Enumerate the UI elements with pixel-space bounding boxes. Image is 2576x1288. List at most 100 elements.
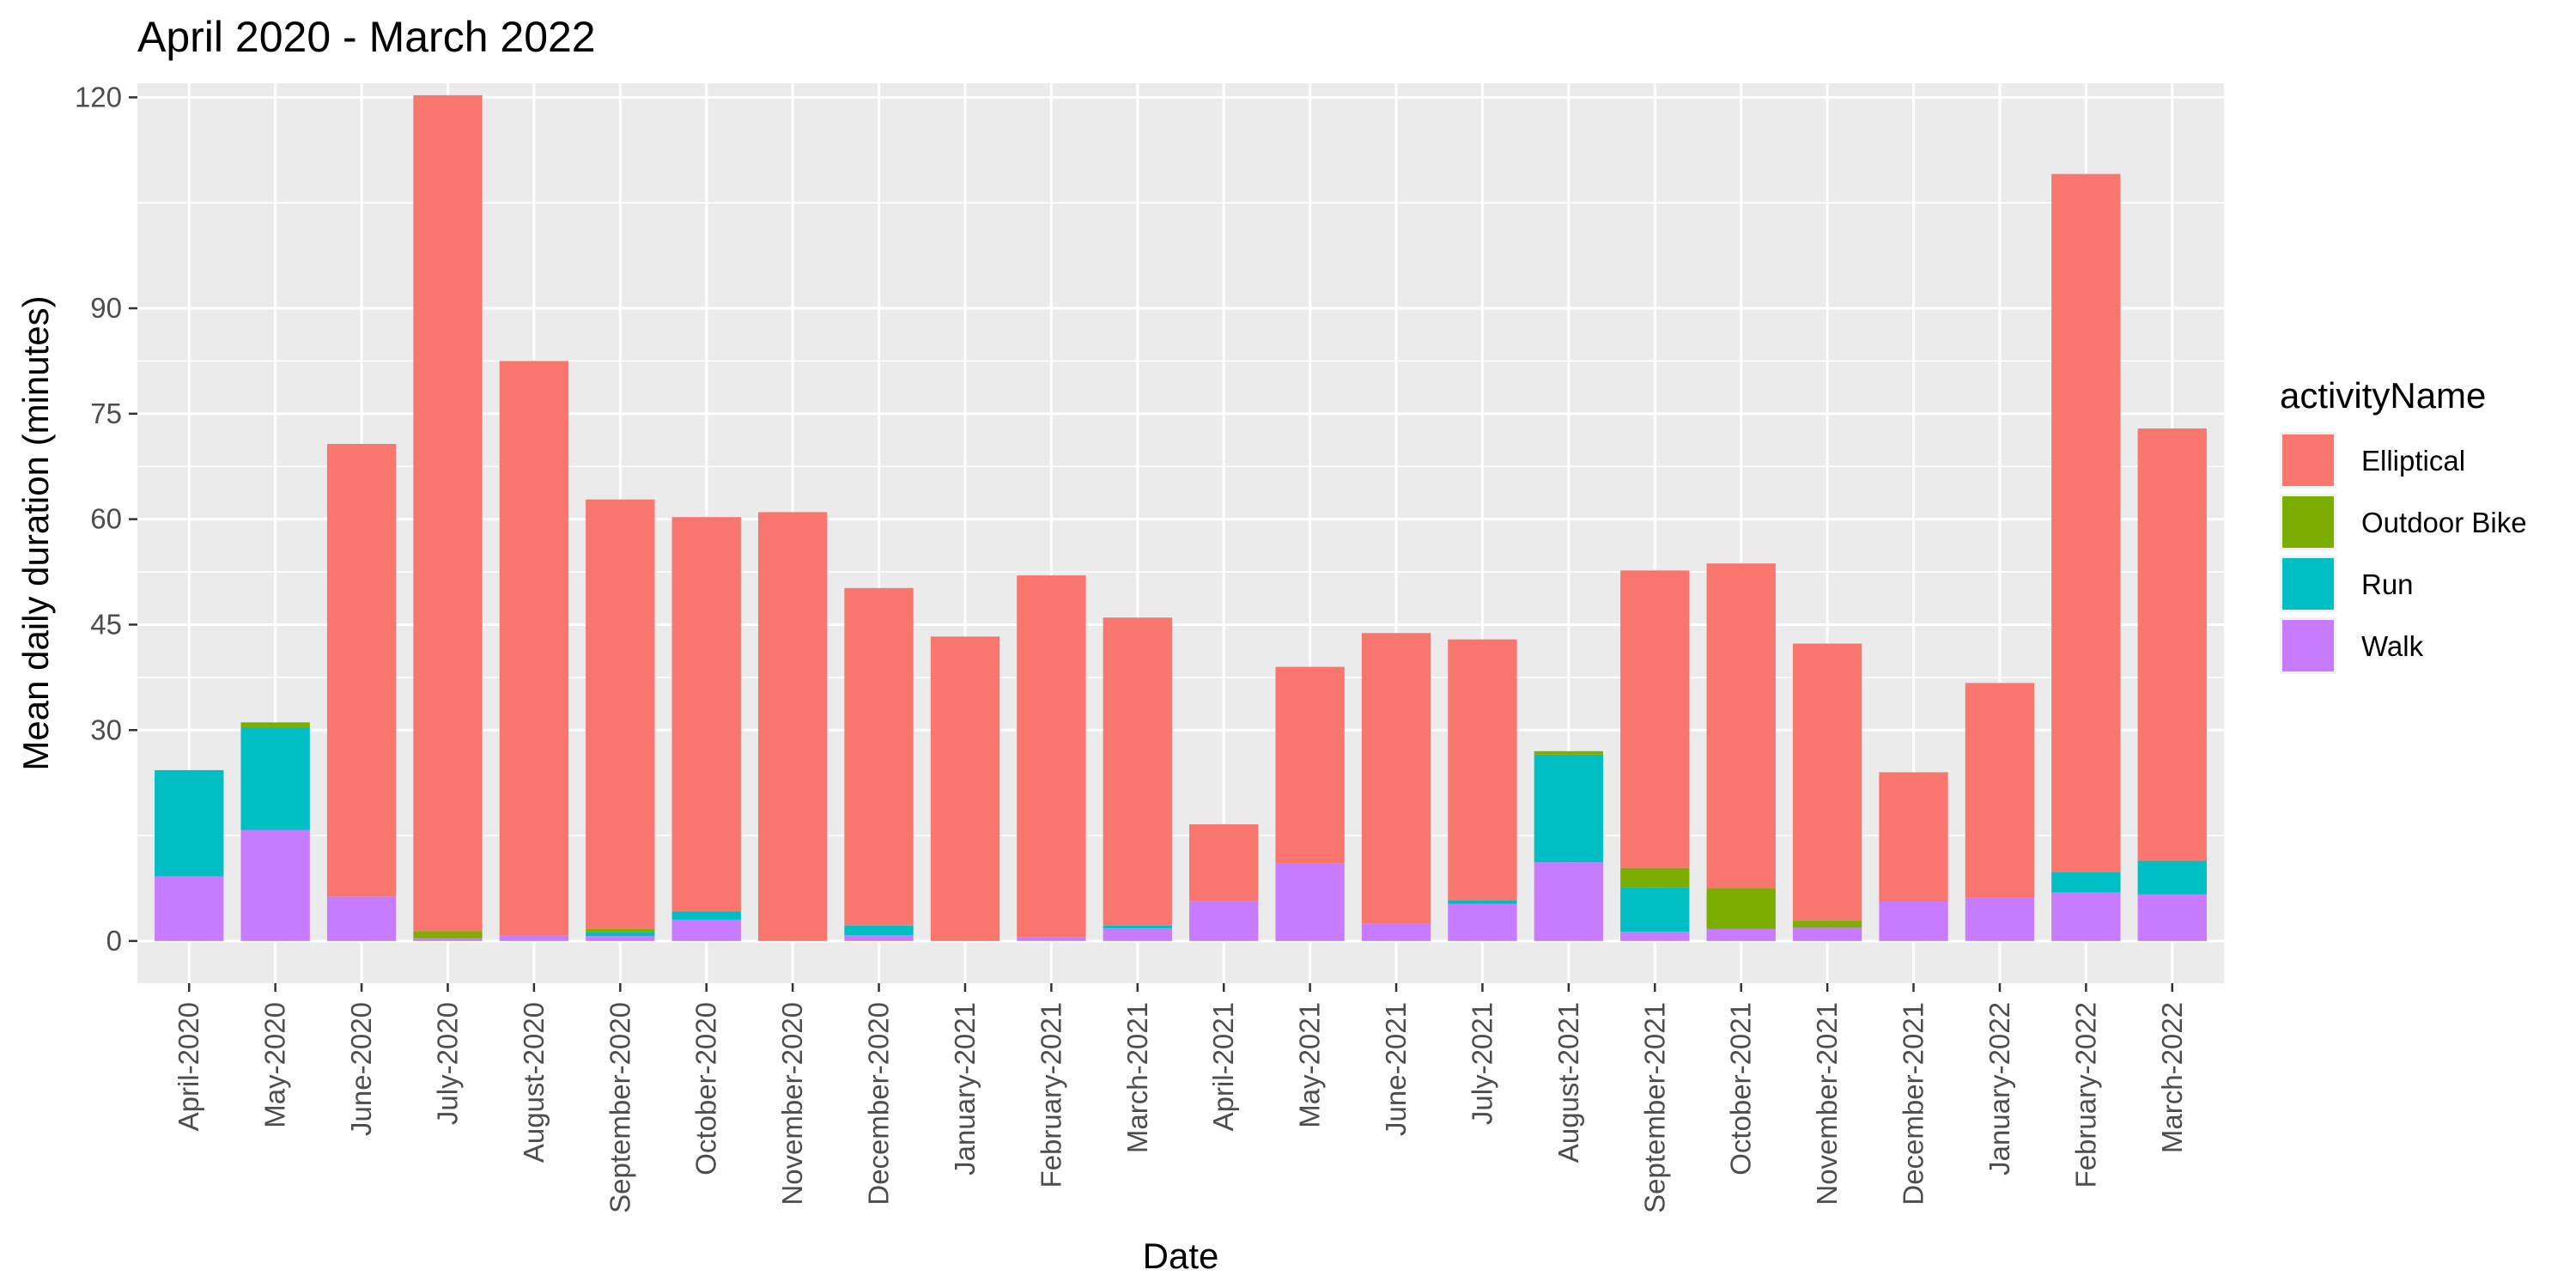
bar-segment-run — [1534, 754, 1604, 863]
legend-label: Walk — [2361, 630, 2424, 662]
bar-segment-elliptical — [1706, 563, 1776, 889]
bar-segment-elliptical — [1361, 633, 1431, 924]
bar-segment-elliptical — [586, 499, 655, 929]
bar-segment-run — [844, 925, 914, 936]
bar-segment-walk — [2051, 892, 2121, 941]
bar-segment-walk — [1017, 937, 1086, 941]
bar-segment-run — [1448, 900, 1517, 904]
bars — [155, 94, 2207, 941]
bar-segment-run — [671, 911, 741, 920]
x-tick-label: July-2021 — [1466, 1002, 1498, 1125]
legend-title: activityName — [2280, 375, 2486, 416]
bar-segment-walk — [2137, 894, 2207, 941]
bar-segment-elliptical — [1275, 666, 1345, 864]
x-tick-label: May-2020 — [259, 1002, 291, 1128]
bar-segment-run — [2137, 860, 2207, 895]
bar-segment-run — [2051, 872, 2121, 893]
x-tick-label: May-2021 — [1294, 1002, 1326, 1128]
bar-segment-walk — [586, 936, 655, 941]
x-tick-label: February-2022 — [2069, 1002, 2101, 1188]
bar-segment-walk — [1361, 923, 1431, 941]
bar-segment-elliptical — [1620, 570, 1690, 868]
legend-swatch-run — [2282, 558, 2334, 610]
x-tick-label: December-2021 — [1898, 1002, 1929, 1206]
bar-segment-elliptical — [1017, 575, 1086, 938]
legend-swatch-outdoor-bike — [2282, 496, 2334, 548]
x-tick-label: September-2020 — [604, 1002, 635, 1213]
x-tick-label: July-2020 — [431, 1002, 463, 1125]
legend-label: Outdoor Bike — [2361, 507, 2527, 538]
x-tick-label: November-2020 — [776, 1002, 808, 1206]
x-tick-label: January-2021 — [949, 1002, 981, 1176]
bar-segment-walk — [240, 829, 310, 941]
bar-segment-walk — [1448, 903, 1517, 941]
bar-segment-outdoor-bike — [1534, 750, 1604, 755]
bar-segment-elliptical — [1103, 617, 1172, 926]
bar-segment-elliptical — [844, 587, 914, 926]
bar-segment-elliptical — [1792, 643, 1862, 921]
bar-segment-run — [240, 726, 310, 830]
bar-segment-walk — [1965, 897, 2035, 941]
x-tick-label: January-2022 — [1984, 1002, 2015, 1176]
bar-segment-walk — [1534, 862, 1604, 941]
bar-segment-walk — [1620, 932, 1690, 941]
bar-segment-walk — [1103, 928, 1172, 941]
plot-panel — [137, 83, 2224, 983]
bar-segment-walk — [1189, 901, 1259, 941]
bar-segment-elliptical — [757, 512, 828, 941]
bar-segment-outdoor-bike — [413, 931, 483, 939]
bar-segment-elliptical — [2051, 173, 2121, 872]
bar-segment-walk — [1879, 902, 1948, 941]
x-tick-label: August-2021 — [1552, 1002, 1584, 1163]
legend-label: Run — [2361, 568, 2414, 600]
y-axis: 0 30 45 60 75 90 120 — [75, 81, 137, 957]
x-axis: April-2020 May-2020 June-2020 July-2020 Augu… — [173, 983, 2188, 1213]
x-tick-label: April-2021 — [1207, 1002, 1239, 1131]
y-tick-label: 45 — [90, 608, 122, 640]
bar-segment-walk — [1792, 927, 1862, 941]
x-tick-label: June-2020 — [345, 1002, 377, 1136]
bar-segment-walk — [671, 920, 741, 941]
bar-segment-outdoor-bike — [586, 928, 655, 933]
bar-segment-run — [155, 769, 224, 877]
y-axis-title: Mean daily duration (minutes) — [15, 295, 56, 770]
bar-segment-walk — [1706, 928, 1776, 941]
bar-segment-walk — [844, 935, 914, 941]
bar-segment-run — [586, 932, 655, 937]
bar-segment-elliptical — [1448, 639, 1517, 901]
bar-segment-elliptical — [930, 636, 1000, 941]
x-tick-label: October-2020 — [690, 1002, 722, 1176]
bar-segment-elliptical — [1965, 683, 2035, 898]
y-tick-label: 30 — [90, 714, 122, 745]
bar-segment-elliptical — [413, 94, 483, 932]
bar-segment-outdoor-bike — [240, 722, 310, 727]
legend: activityName Elliptical Outdoor Bike Run Wa… — [2280, 375, 2527, 674]
legend-label: Elliptical — [2361, 445, 2465, 477]
y-tick-label: 60 — [90, 503, 122, 535]
x-tick-label: September-2021 — [1638, 1002, 1670, 1213]
bar-segment-elliptical — [499, 361, 569, 936]
x-axis-title: Date — [1143, 1236, 1219, 1276]
legend-swatch-walk — [2282, 620, 2334, 671]
bar-segment-elliptical — [1189, 823, 1259, 902]
x-tick-label: August-2020 — [518, 1002, 550, 1163]
x-tick-label: June-2021 — [1380, 1002, 1412, 1136]
x-tick-label: March-2022 — [2156, 1002, 2188, 1153]
bar-segment-outdoor-bike — [1620, 867, 1690, 888]
bar-segment-walk — [1275, 863, 1345, 941]
y-tick-label: 120 — [75, 81, 122, 112]
bar-segment-elliptical — [671, 517, 741, 912]
bar-segment-walk — [155, 876, 224, 941]
y-tick-label: 75 — [90, 398, 122, 429]
x-tick-label: December-2020 — [863, 1002, 895, 1206]
bar-segment-elliptical — [2137, 428, 2207, 861]
y-tick-label: 90 — [90, 292, 122, 324]
bar-segment-run — [1103, 925, 1172, 929]
bar-segment-walk — [413, 938, 483, 941]
x-tick-label: November-2021 — [1811, 1002, 1843, 1206]
bar-segment-outdoor-bike — [1706, 888, 1776, 929]
bar-segment-elliptical — [1879, 772, 1948, 902]
x-tick-label: February-2021 — [1035, 1002, 1066, 1188]
bar-segment-walk — [499, 935, 569, 941]
